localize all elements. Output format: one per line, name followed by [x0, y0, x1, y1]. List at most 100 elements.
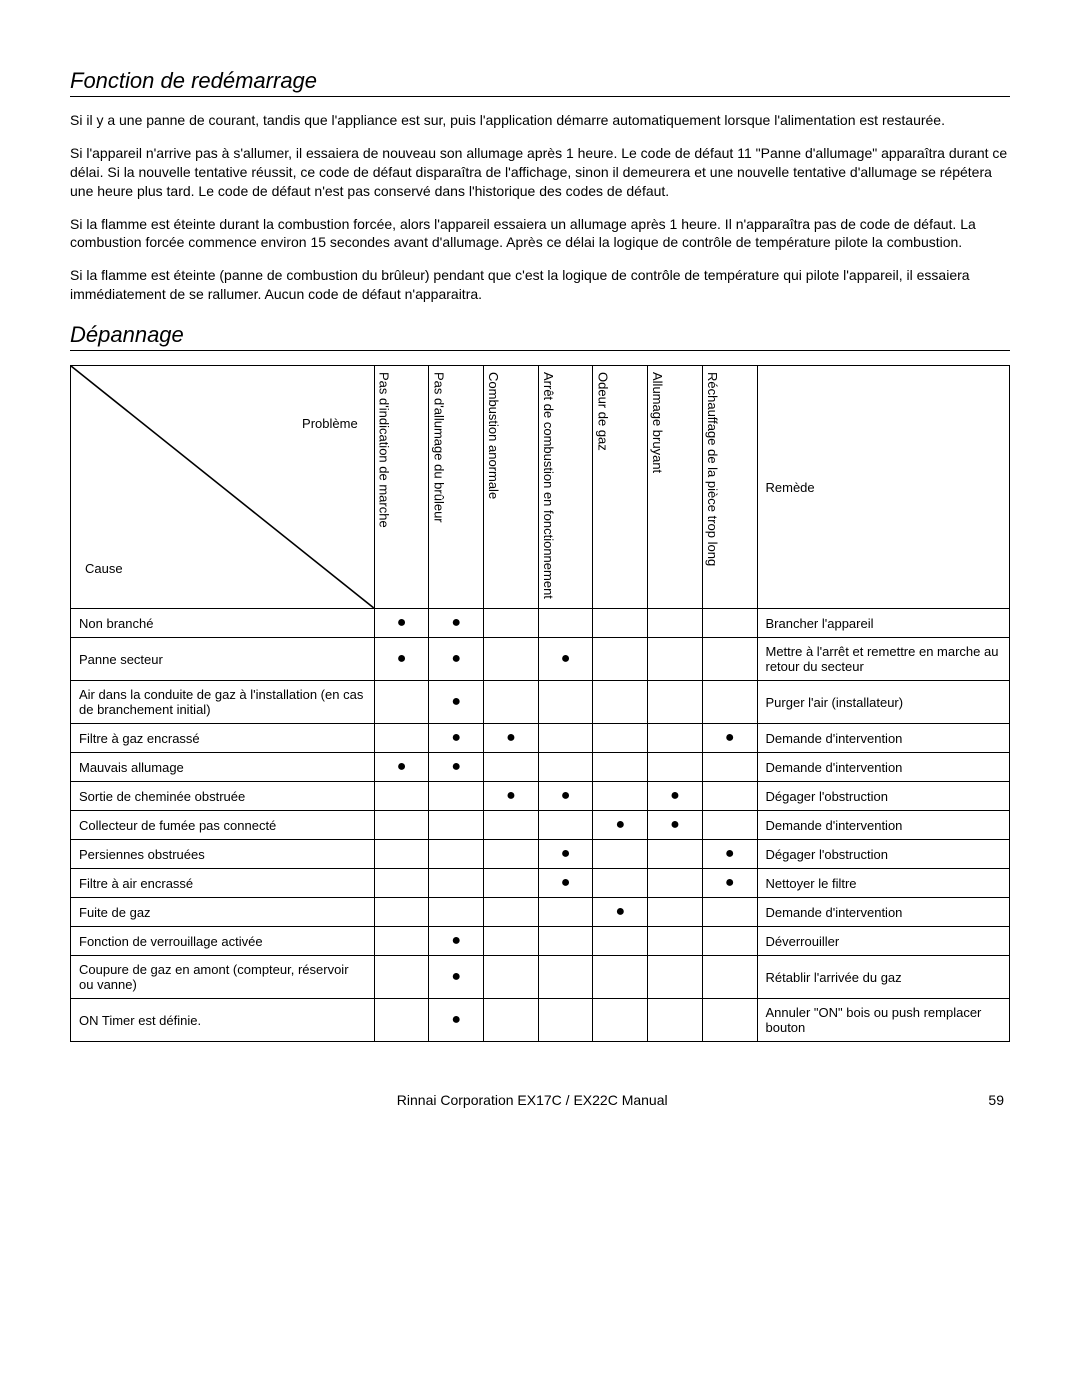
problem-dot [648, 681, 703, 724]
problem-dot [484, 898, 539, 927]
table-row: Air dans la conduite de gaz à l'installa… [71, 681, 1010, 724]
col-header: Pas d'indication de marche [374, 366, 429, 609]
cause-cell: Filtre à air encrassé [71, 869, 375, 898]
remedy-cell: Brancher l'appareil [757, 609, 1010, 638]
problem-dot [702, 638, 757, 681]
problem-dot [429, 782, 484, 811]
problem-dot [484, 999, 539, 1042]
problem-dot: ● [593, 898, 648, 927]
page-footer: Rinnai Corporation EX17C / EX22C Manual … [70, 1092, 1010, 1108]
problem-dot [484, 840, 539, 869]
problem-dot: ● [484, 782, 539, 811]
problem-dot [374, 956, 429, 999]
problem-dot [702, 811, 757, 840]
problem-dot [648, 927, 703, 956]
problem-dot [374, 811, 429, 840]
table-row: Persiennes obstruées●●Dégager l'obstruct… [71, 840, 1010, 869]
remedy-cell: Annuler "ON" bois ou push remplacer bout… [757, 999, 1010, 1042]
problem-dot [484, 681, 539, 724]
col-header: Pas d'allumage du brûleur [429, 366, 484, 609]
problem-dot: ● [429, 753, 484, 782]
table-row: Filtre à air encrassé●●Nettoyer le filtr… [71, 869, 1010, 898]
problem-dot [538, 898, 593, 927]
col-header: Réchauffage de la pièce trop long [702, 366, 757, 609]
problem-dot: ● [429, 724, 484, 753]
problem-dot [374, 927, 429, 956]
col-header-remedy: Remède [757, 366, 1010, 609]
problem-dot [648, 898, 703, 927]
problem-dot [593, 753, 648, 782]
table-row: ON Timer est définie.●Annuler "ON" bois … [71, 999, 1010, 1042]
problem-dot [374, 782, 429, 811]
problem-dot [429, 898, 484, 927]
cause-cell: Coupure de gaz en amont (compteur, réser… [71, 956, 375, 999]
problem-dot [593, 782, 648, 811]
table-row: Fuite de gaz●Demande d'intervention [71, 898, 1010, 927]
remedy-cell: Dégager l'obstruction [757, 782, 1010, 811]
problem-dot [648, 840, 703, 869]
section-heading-troubleshooting: Dépannage [70, 322, 1010, 351]
body-paragraph: Si la flamme est éteinte (panne de combu… [70, 266, 1010, 304]
cause-cell: Mauvais allumage [71, 753, 375, 782]
remedy-cell: Rétablir l'arrivée du gaz [757, 956, 1010, 999]
problem-dot [484, 609, 539, 638]
col-header: Arrêt de combustion en fonctionnement [538, 366, 593, 609]
body-paragraph: Si l'appareil n'arrive pas à s'allumer, … [70, 144, 1010, 201]
remedy-cell: Demande d'intervention [757, 811, 1010, 840]
footer-manual-title: Rinnai Corporation EX17C / EX22C Manual [76, 1092, 988, 1108]
problem-dot: ● [538, 782, 593, 811]
problem-dot [538, 681, 593, 724]
remedy-cell: Dégager l'obstruction [757, 840, 1010, 869]
col-header: Allumage bruyant [648, 366, 703, 609]
table-row: Fonction de verrouillage activée ● Déverro… [71, 927, 1010, 956]
body-paragraph: Si la flamme est éteinte durant la combu… [70, 215, 1010, 253]
table-row: Collecteur de fumée pas connecté●●Demand… [71, 811, 1010, 840]
troubleshooting-table: Problème Cause Pas d'indication de march… [70, 365, 1010, 1042]
problem-dot [429, 840, 484, 869]
problem-dot: ● [702, 840, 757, 869]
problem-dot [538, 724, 593, 753]
problem-dot [484, 638, 539, 681]
col-header: Combustion anormale [484, 366, 539, 609]
problem-dot [374, 999, 429, 1042]
problem-dot [702, 753, 757, 782]
problem-dot: ● [538, 840, 593, 869]
problem-dot [702, 999, 757, 1042]
problem-dot [374, 681, 429, 724]
problem-dot [648, 724, 703, 753]
problem-dot: ● [429, 638, 484, 681]
problem-dot: ● [593, 811, 648, 840]
problem-dot [593, 999, 648, 1042]
problem-dot: ● [648, 811, 703, 840]
body-paragraph: Si il y a une panne de courant, tandis q… [70, 111, 1010, 130]
problem-dot [538, 609, 593, 638]
problem-dot [374, 898, 429, 927]
remedy-cell: Déverrouiller [757, 927, 1010, 956]
cause-cell: Panne secteur [71, 638, 375, 681]
col-header: Odeur de gaz [593, 366, 648, 609]
problem-dot [702, 782, 757, 811]
problem-dot [702, 927, 757, 956]
table-row: Non branché●●Brancher l'appareil [71, 609, 1010, 638]
remedy-cell: Purger l'air (installateur) [757, 681, 1010, 724]
problem-dot: ● [702, 869, 757, 898]
table-row: Panne secteur●●●Mettre à l'arrêt et reme… [71, 638, 1010, 681]
table-row: Mauvais allumage●●Demande d'intervention [71, 753, 1010, 782]
problem-dot [593, 638, 648, 681]
problem-dot [593, 724, 648, 753]
problem-dot [429, 869, 484, 898]
problem-dot: ● [429, 927, 484, 956]
table-row: Sortie de cheminée obstruée●●●Dégager l'… [71, 782, 1010, 811]
cause-cell: Sortie de cheminée obstruée [71, 782, 375, 811]
remedy-cell: Demande d'intervention [757, 753, 1010, 782]
problem-dot: ● [429, 609, 484, 638]
problem-dot [593, 609, 648, 638]
cause-cell: Fonction de verrouillage activée [71, 927, 375, 956]
table-row: Coupure de gaz en amont (compteur, réser… [71, 956, 1010, 999]
problem-dot: ● [484, 724, 539, 753]
problem-dot [484, 869, 539, 898]
table-header-diag: Problème Cause [71, 366, 375, 609]
problem-dot [702, 681, 757, 724]
problem-dot [648, 999, 703, 1042]
table-row: Filtre à gaz encrassé●●●Demande d'interv… [71, 724, 1010, 753]
